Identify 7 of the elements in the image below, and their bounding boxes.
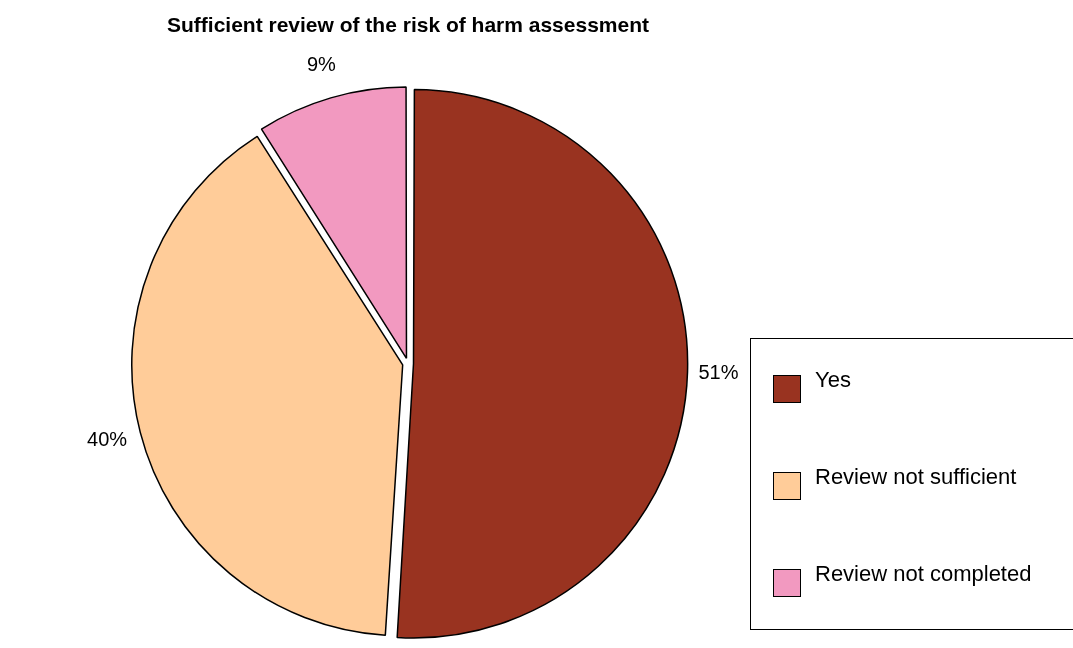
data-label: 40% (87, 428, 128, 451)
data-label: 51% (698, 360, 739, 383)
chart-title: Sufficient review of the risk of harm assessment (167, 13, 649, 37)
legend-label: Review not completed (815, 561, 1032, 587)
legend-label: Yes (815, 367, 851, 393)
legend-label: Review not sufficient (815, 464, 1017, 490)
data-label: 9% (306, 52, 336, 75)
